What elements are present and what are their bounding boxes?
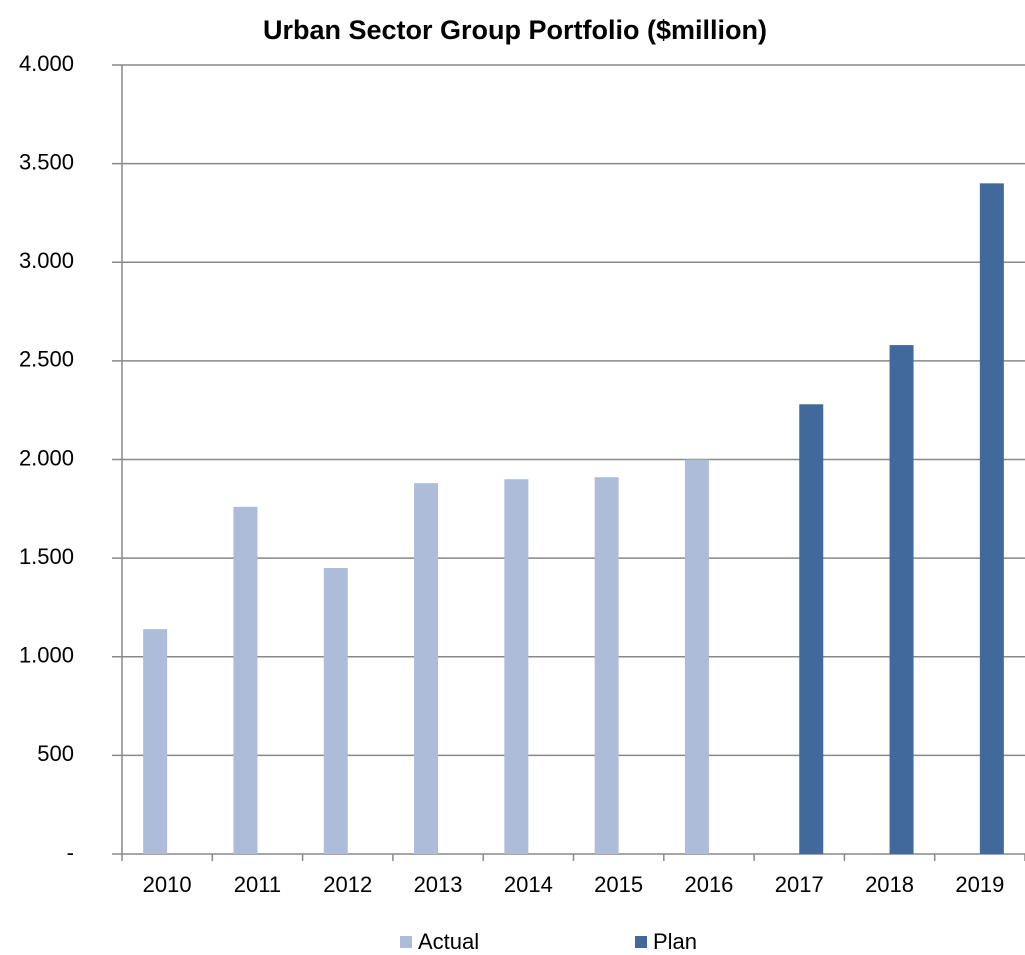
legend-swatch: [635, 936, 647, 948]
bar: [323, 567, 348, 854]
x-tick-label: 2015: [594, 872, 643, 897]
x-tick-label: 2013: [414, 872, 463, 897]
x-tick-label: 2018: [865, 872, 914, 897]
x-tick-label: 2017: [775, 872, 824, 897]
y-tick-label: 4.000: [19, 51, 74, 76]
bar: [504, 479, 529, 854]
bar: [143, 629, 168, 854]
y-tick-label: 2.000: [19, 445, 74, 470]
y-tick-label: 3.000: [19, 248, 74, 273]
x-tick-label: 2010: [143, 872, 192, 897]
bar: [594, 477, 619, 854]
bar: [799, 404, 824, 854]
bar: [233, 506, 258, 854]
bar: [414, 483, 439, 854]
y-tick-label: 500: [37, 741, 74, 766]
y-tick-label: 2.500: [19, 347, 74, 372]
y-tick-label: -: [67, 840, 74, 865]
bar: [979, 183, 1004, 855]
chart-title: Urban Sector Group Portfolio ($million): [263, 15, 767, 45]
x-tick-label: 2011: [234, 872, 281, 897]
x-tick-label: 2012: [323, 872, 372, 897]
legend-swatch: [400, 936, 412, 948]
y-tick-label: 1.500: [19, 544, 74, 569]
bar: [684, 459, 709, 854]
y-tick-label: 1.000: [19, 643, 74, 668]
x-tick-label: 2019: [955, 872, 1004, 897]
legend-label: Actual: [418, 929, 479, 954]
y-tick-label: 3.500: [19, 149, 74, 174]
x-tick-label: 2014: [504, 872, 553, 897]
legend-label: Plan: [653, 929, 697, 954]
bar: [889, 345, 914, 854]
x-tick-label: 2016: [684, 872, 733, 897]
